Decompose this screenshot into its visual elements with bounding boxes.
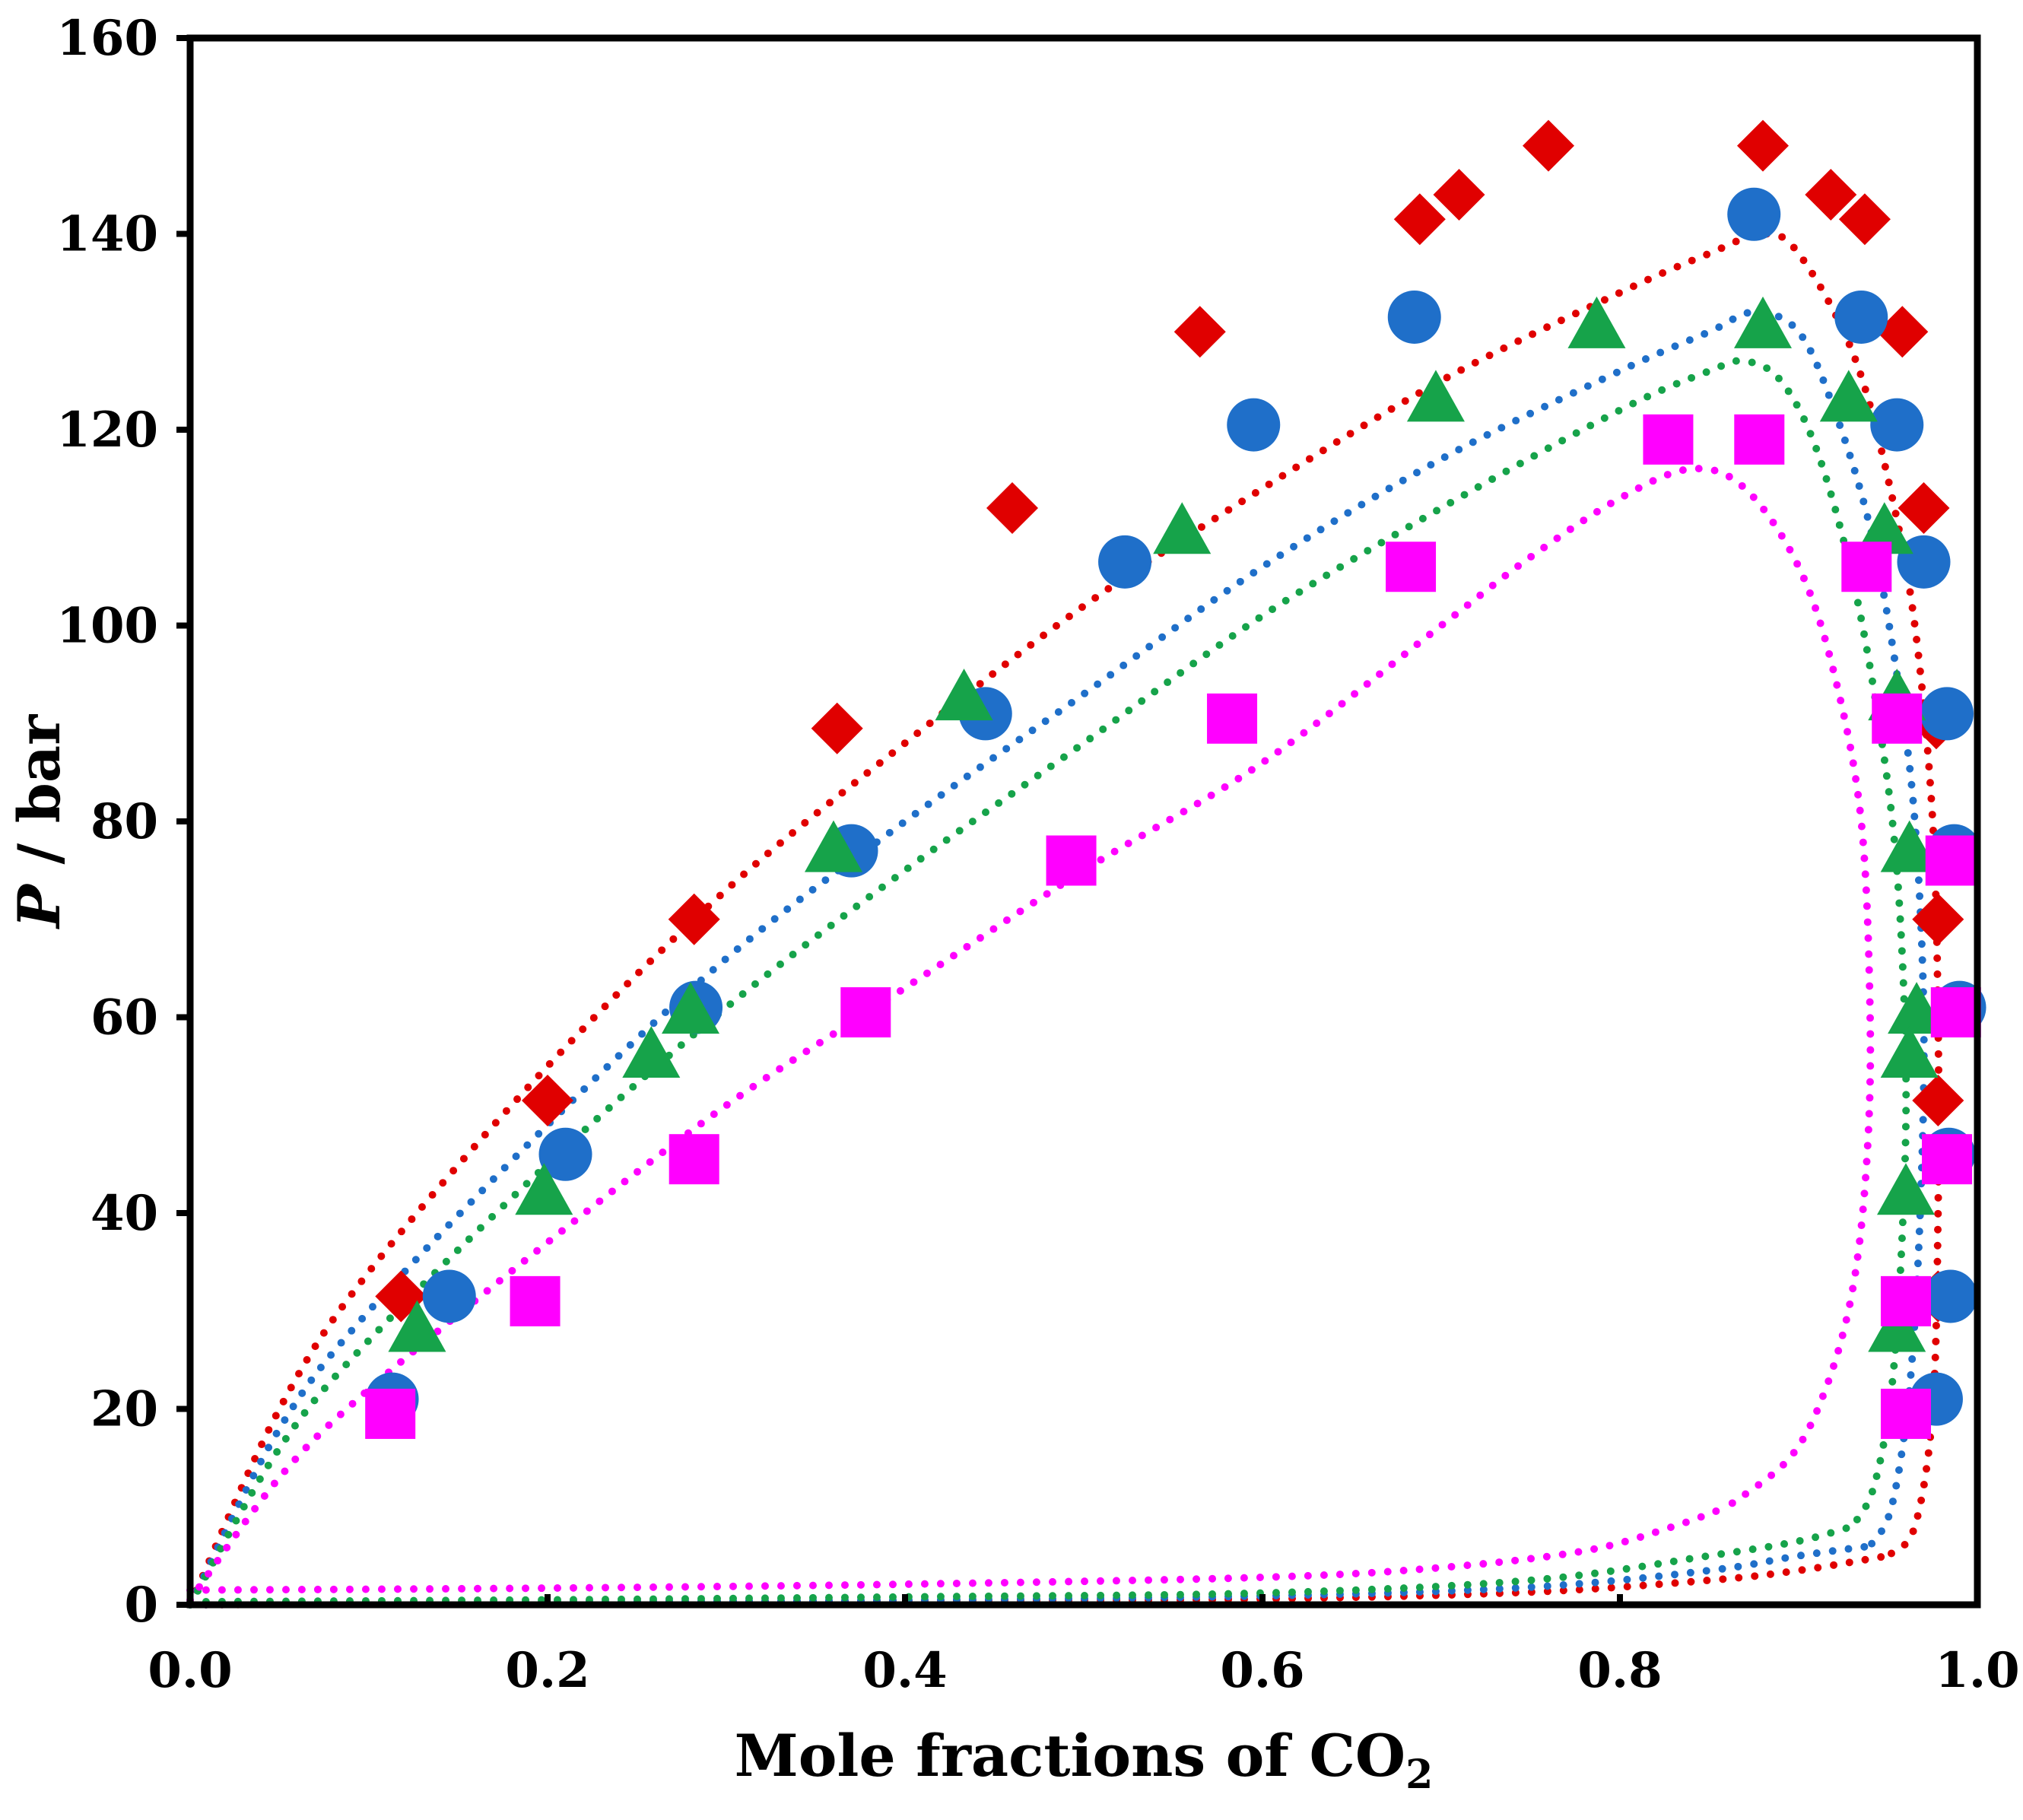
x-tick-label-1: 0.2 (505, 1642, 589, 1699)
y-axis-title: P / bar (5, 714, 73, 929)
series-1-bubble-curve (186, 308, 1928, 1609)
series-2-point-16 (1877, 1163, 1935, 1215)
series-2-point-8 (1567, 296, 1626, 348)
series-1-point-8 (1387, 290, 1441, 344)
y-tick-label-1: 20 (91, 1381, 158, 1438)
y-tick-label-8: 160 (56, 10, 158, 67)
series-3-point-11 (1925, 835, 1976, 886)
series-3-point-5 (1207, 693, 1258, 744)
tick-labels: 0.0 0.2 0.4 0.6 0.8 1.0 0 20 40 60 80 100 120 140 160 (56, 10, 2019, 1699)
series-1-point-12 (1897, 535, 1951, 589)
series-2-point-10 (1819, 370, 1878, 422)
series-3-point-6 (1386, 542, 1437, 592)
y-tick-label-2: 40 (91, 1185, 158, 1242)
series-3-point-1 (510, 1275, 561, 1326)
series-0-point-11 (1838, 193, 1891, 246)
series-1-point-7 (1227, 398, 1281, 452)
series-0-point-12 (1876, 306, 1929, 358)
x-tick-label-2: 0.4 (862, 1642, 947, 1699)
series-3-point-15 (1881, 1388, 1931, 1439)
y-tick-label-3: 60 (91, 989, 158, 1047)
series-3-dew-curve (186, 1503, 1731, 1594)
series-0-point-3 (811, 702, 863, 754)
x-axis-title: Mole fractions of CO2 (735, 1722, 1434, 1798)
series-0-point-2 (668, 893, 720, 945)
series-1-point-1 (422, 1269, 476, 1323)
x-tick-label-5: 1.0 (1935, 1642, 2019, 1699)
x-tick-label-4: 0.8 (1577, 1642, 1662, 1699)
series-1-point-11 (1870, 398, 1924, 452)
series-3-point-4 (1046, 835, 1097, 886)
series-2-point-2 (622, 1026, 681, 1078)
series-3-point-7 (1643, 414, 1694, 465)
series-2-point-0 (388, 1300, 446, 1352)
experimental-points (365, 119, 1986, 1439)
series-3-point-14 (1881, 1275, 1931, 1326)
series-3-point-0 (365, 1388, 416, 1439)
series-1-point-2 (538, 1127, 592, 1181)
plot-frame (186, 34, 1981, 1609)
series-3-point-13 (1922, 1134, 1973, 1185)
y-tick-label-4: 80 (91, 793, 158, 850)
x-axis-title-subscript: 2 (1405, 1752, 1433, 1798)
series-2-point-7 (1406, 370, 1465, 422)
series-3-point-12 (1930, 987, 1981, 1038)
series-3-bubble-curve (186, 465, 1875, 1604)
x-axis-title-main: Mole fractions of CO (735, 1722, 1405, 1790)
series-0-point-9 (1737, 119, 1789, 172)
series-1-point-9 (1727, 187, 1781, 241)
series-0-point-7 (1433, 169, 1485, 221)
series-0-point-4 (986, 482, 1038, 534)
series-2-dew-curve (186, 1523, 1856, 1606)
series-2-point-4 (805, 820, 862, 872)
y-axis-title-rest: / bar (5, 714, 73, 885)
series-0-point-6 (1393, 193, 1446, 246)
x-tick-label-0: 0.0 (148, 1642, 232, 1699)
series-1-point-17 (1923, 1269, 1977, 1323)
series-1-point-13 (1920, 687, 1974, 741)
y-tick-label-6: 120 (56, 402, 158, 459)
series-2-point-5 (935, 669, 993, 721)
axis-ticks (176, 35, 1980, 1608)
series-3-point-9 (1841, 542, 1892, 592)
x-tick-label-3: 0.6 (1220, 1642, 1304, 1699)
series-3-point-3 (840, 987, 891, 1038)
y-tick-label-0: 0 (124, 1577, 158, 1634)
y-tick-label-5: 100 (56, 598, 158, 655)
series-0-point-5 (1173, 306, 1226, 358)
series-0-point-15 (1912, 893, 1964, 945)
series-2-point-3 (662, 982, 719, 1034)
series-3-point-8 (1734, 414, 1785, 465)
series-2-point-15 (1880, 1026, 1939, 1078)
series-2-bubble-curve (186, 357, 1910, 1609)
series-2-point-6 (1153, 502, 1212, 554)
series-0-point-10 (1805, 169, 1857, 221)
series-2-point-11 (1855, 502, 1913, 554)
series-0-point-13 (1898, 482, 1950, 534)
series-0-point-8 (1523, 119, 1574, 172)
series-1-point-6 (1098, 535, 1152, 589)
series-2-point-1 (515, 1163, 573, 1215)
y-axis-title-italic: P (5, 883, 73, 929)
series-2-point-13 (1880, 820, 1939, 872)
series-1-point-10 (1834, 290, 1888, 344)
series-0-point-1 (522, 1074, 573, 1126)
series-0-point-16 (1912, 1074, 1964, 1126)
y-tick-label-7: 140 (56, 206, 158, 263)
series-3-point-2 (669, 1134, 719, 1185)
series-2-point-9 (1734, 296, 1792, 348)
series-3-point-10 (1872, 693, 1923, 744)
